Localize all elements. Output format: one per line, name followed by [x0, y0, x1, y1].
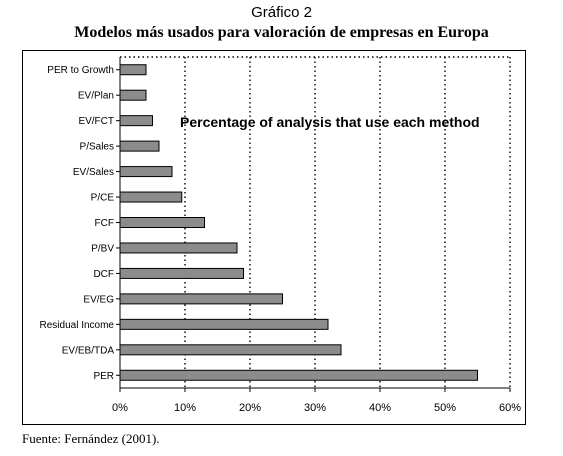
- category-label: EV/EB/TDA: [62, 345, 115, 356]
- figure-label: Gráfico 2: [251, 4, 312, 21]
- bar: [119, 166, 173, 178]
- bar: [119, 267, 244, 279]
- x-tick-label: 0%: [112, 402, 128, 414]
- bar: [119, 293, 283, 305]
- bar: [119, 369, 478, 381]
- x-tick-label: 40%: [369, 402, 391, 414]
- bar: [119, 191, 183, 203]
- bar: [119, 89, 147, 101]
- chart-title: Modelos más usados para valoración de em…: [74, 24, 489, 41]
- category-label: FCF: [95, 218, 114, 229]
- bar: [119, 242, 238, 254]
- x-tick-label: 60%: [499, 402, 521, 414]
- bar: [119, 115, 153, 127]
- category-label: DCF: [93, 269, 114, 280]
- category-label: PER: [93, 371, 114, 382]
- category-label: Residual Income: [40, 320, 115, 331]
- x-tick-labels: 0% 10% 20% 30% 40% 50% 60%: [112, 388, 521, 414]
- x-tick-label: 30%: [304, 402, 326, 414]
- bar: [119, 64, 147, 76]
- chart-frame: PER to Growth EV/Plan EV/FCT P/Sales EV/Sale…: [22, 50, 526, 425]
- bar-chart: PER to Growth EV/Plan EV/FCT P/Sales EV/Sale…: [40, 56, 521, 414]
- category-label: P/BV: [91, 243, 114, 254]
- category-label: PER to Growth: [47, 65, 114, 76]
- category-label: EV/FCT: [78, 116, 114, 127]
- category-label: EV/Sales: [73, 167, 114, 178]
- bar: [119, 344, 342, 356]
- category-labels: PER to Growth EV/Plan EV/FCT P/Sales EV/Sale…: [40, 65, 120, 382]
- category-label: P/CE: [91, 193, 115, 204]
- source-note: Fuente: Fernández (2001).: [22, 431, 160, 446]
- x-tick-label: 50%: [434, 402, 456, 414]
- category-label: EV/EG: [83, 294, 114, 305]
- bar: [119, 140, 160, 152]
- x-tick-label: 10%: [174, 402, 196, 414]
- category-label: P/Sales: [80, 142, 114, 153]
- chart-annotation: Percentage of analysis that use each met…: [180, 114, 480, 130]
- bar: [119, 217, 205, 228]
- gridlines: [120, 56, 511, 388]
- x-tick-label: 20%: [239, 402, 261, 414]
- bars: [119, 64, 478, 381]
- bar: [119, 318, 329, 330]
- category-label: EV/Plan: [78, 91, 114, 102]
